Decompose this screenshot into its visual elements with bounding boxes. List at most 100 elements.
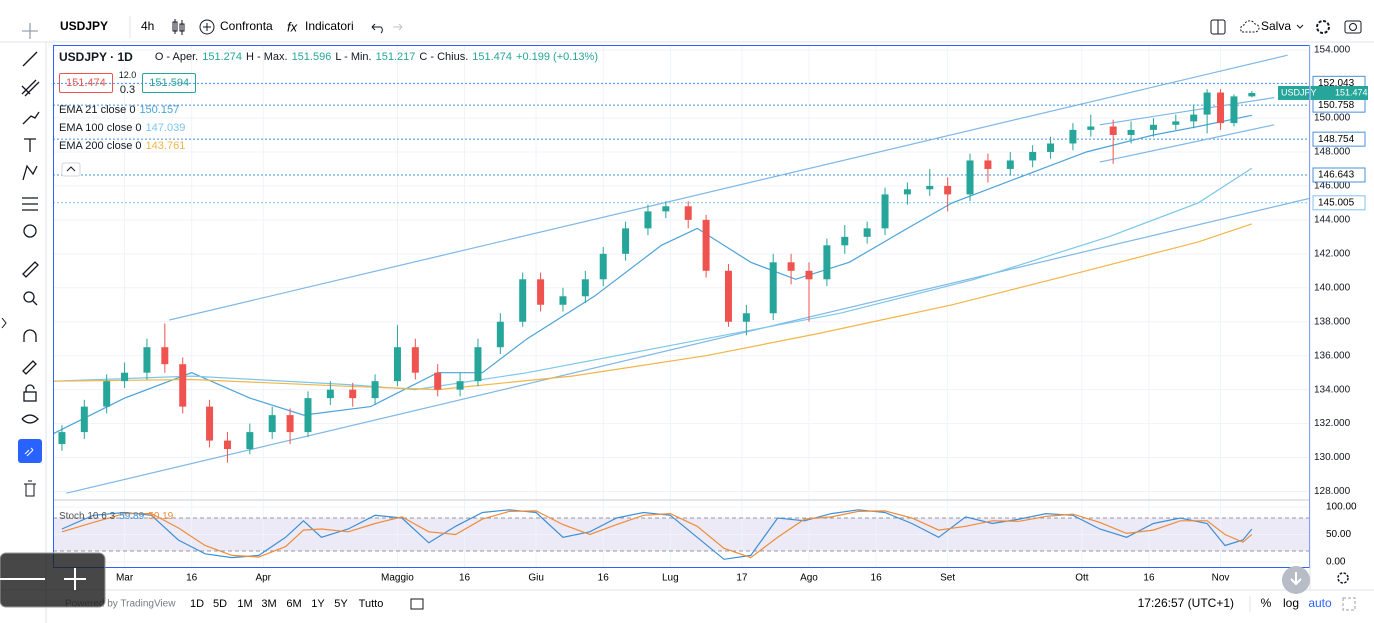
brush-tool[interactable] bbox=[22, 111, 40, 125]
collapse-legend[interactable] bbox=[61, 162, 81, 177]
x-tick-label: Giu bbox=[528, 573, 544, 584]
snapshot-button[interactable] bbox=[1344, 20, 1362, 34]
range-button[interactable]: 5D bbox=[213, 598, 227, 610]
undo-button[interactable] bbox=[371, 23, 383, 34]
change: +0.199 (+0.13%) bbox=[516, 51, 598, 63]
zoom-tool[interactable] bbox=[23, 291, 35, 303]
redo-button[interactable] bbox=[393, 23, 403, 31]
fib-tool[interactable] bbox=[21, 79, 40, 97]
interval-button[interactable]: 4h bbox=[141, 19, 154, 33]
range-button[interactable]: 5Y bbox=[334, 598, 348, 610]
chart-type-button[interactable] bbox=[172, 19, 185, 35]
snapshot-icon bbox=[1349, 23, 1357, 31]
y-tick-label: 130.000 bbox=[1314, 452, 1351, 463]
text-tool[interactable] bbox=[24, 138, 36, 152]
prediction-tool[interactable] bbox=[22, 197, 38, 211]
settings-button[interactable] bbox=[1316, 20, 1330, 34]
y-tick-label: 146.000 bbox=[1314, 181, 1351, 192]
candle-body bbox=[581, 279, 589, 297]
range-button[interactable]: 3M bbox=[261, 598, 276, 610]
x-tick-label: 17 bbox=[736, 573, 748, 584]
candle-body bbox=[1203, 92, 1211, 115]
candle-body bbox=[103, 381, 111, 407]
ema-legend-name: EMA 200 close 0 bbox=[59, 140, 142, 152]
candle-body bbox=[823, 245, 831, 280]
candle-body bbox=[622, 228, 630, 254]
x-tick-label: 16 bbox=[459, 573, 471, 584]
drawing-mode-tool[interactable] bbox=[22, 360, 37, 375]
symbol-button[interactable]: USDJPY bbox=[60, 19, 108, 33]
ohlc-label: L - Min. bbox=[335, 51, 372, 63]
date-range-button[interactable] bbox=[410, 598, 424, 610]
candle-body bbox=[662, 206, 670, 212]
x-tick-label: Ago bbox=[800, 573, 818, 584]
bid-button[interactable]: 151.474 bbox=[59, 73, 113, 93]
stoch-tick-label: 50.00 bbox=[1326, 529, 1351, 540]
candle-body bbox=[1149, 124, 1157, 130]
level-tag-label: 150.758 bbox=[1318, 100, 1355, 111]
stoch-title: Stoch 10 6 3 bbox=[59, 510, 116, 522]
percent-button[interactable]: % bbox=[1261, 596, 1272, 610]
candle-body bbox=[496, 321, 504, 348]
magnet-tool[interactable] bbox=[23, 329, 37, 342]
save-menu[interactable] bbox=[1296, 24, 1304, 29]
stoch-line bbox=[61, 510, 1253, 559]
candle-body bbox=[926, 185, 934, 190]
indicators-button[interactable]: Indicatori bbox=[305, 19, 354, 33]
level-tag-label: 145.005 bbox=[1318, 197, 1355, 208]
x-tick-label: Lug bbox=[662, 573, 679, 584]
ema-line bbox=[53, 223, 1252, 391]
ohlc-value: 151.474 bbox=[472, 51, 513, 63]
candle-body bbox=[1190, 114, 1198, 122]
save-button[interactable]: Salva bbox=[1261, 19, 1291, 33]
expand-toolbar[interactable] bbox=[1, 317, 7, 329]
pattern-tool[interactable] bbox=[22, 164, 38, 181]
trendline-tool[interactable] bbox=[22, 51, 38, 67]
log-button[interactable]: log bbox=[1283, 596, 1299, 610]
trend-line bbox=[1099, 124, 1275, 163]
spread-top: 12.0 bbox=[118, 70, 137, 80]
left-toolbar bbox=[21, 23, 40, 424]
candle-body bbox=[326, 389, 334, 399]
x-tick-label: Ott bbox=[1075, 573, 1089, 584]
y-tick-label: 142.000 bbox=[1314, 248, 1351, 259]
range-button[interactable]: Tutto bbox=[359, 598, 384, 610]
axis-settings[interactable] bbox=[1337, 572, 1349, 584]
candle-body bbox=[1217, 92, 1225, 124]
range-button[interactable]: 1Y bbox=[311, 598, 325, 610]
indicators-icon[interactable]: fx bbox=[287, 19, 298, 34]
overlay-panel[interactable] bbox=[0, 552, 106, 608]
level-tag bbox=[1312, 131, 1366, 147]
candle-body bbox=[537, 279, 545, 305]
fullscreen-button[interactable] bbox=[1342, 597, 1356, 611]
range-button[interactable]: 1D bbox=[190, 598, 204, 610]
lock-tool[interactable] bbox=[23, 391, 37, 402]
y-tick-label: 140.000 bbox=[1314, 282, 1351, 293]
indicator-legend: EMA 21 close 0 150.157 EMA 100 close 0 147.… bbox=[59, 101, 598, 155]
candle-body bbox=[143, 347, 151, 373]
measure-tool[interactable] bbox=[22, 261, 39, 278]
compare-button[interactable]: Confronta bbox=[220, 19, 273, 33]
delete-tool[interactable] bbox=[24, 480, 36, 497]
auto-button[interactable]: auto bbox=[1308, 596, 1332, 610]
candle-body bbox=[805, 270, 813, 280]
candle-body bbox=[268, 415, 276, 433]
x-tick-label: Mar bbox=[116, 573, 134, 584]
crosshair-tool[interactable] bbox=[22, 23, 38, 39]
x-tick-label: Apr bbox=[255, 573, 271, 584]
range-button[interactable]: 6M bbox=[286, 598, 301, 610]
spread: 0.3 bbox=[119, 84, 136, 96]
compare-icon[interactable] bbox=[199, 19, 215, 35]
candle-body bbox=[434, 372, 442, 390]
ema-line bbox=[53, 114, 1252, 435]
sync-tool[interactable] bbox=[18, 439, 42, 463]
ask-button[interactable]: 151.594 bbox=[142, 73, 197, 93]
ema-legend-row: EMA 21 close 0 150.157 bbox=[59, 101, 598, 119]
icon-tool[interactable] bbox=[23, 224, 37, 238]
range-button[interactable]: 1M bbox=[237, 598, 252, 610]
ema-legend-row: EMA 200 close 0 143.761 bbox=[59, 137, 598, 155]
stoch-tick-label: 0.00 bbox=[1326, 557, 1346, 568]
hide-tool[interactable] bbox=[21, 414, 39, 424]
candle-body bbox=[1248, 92, 1256, 97]
